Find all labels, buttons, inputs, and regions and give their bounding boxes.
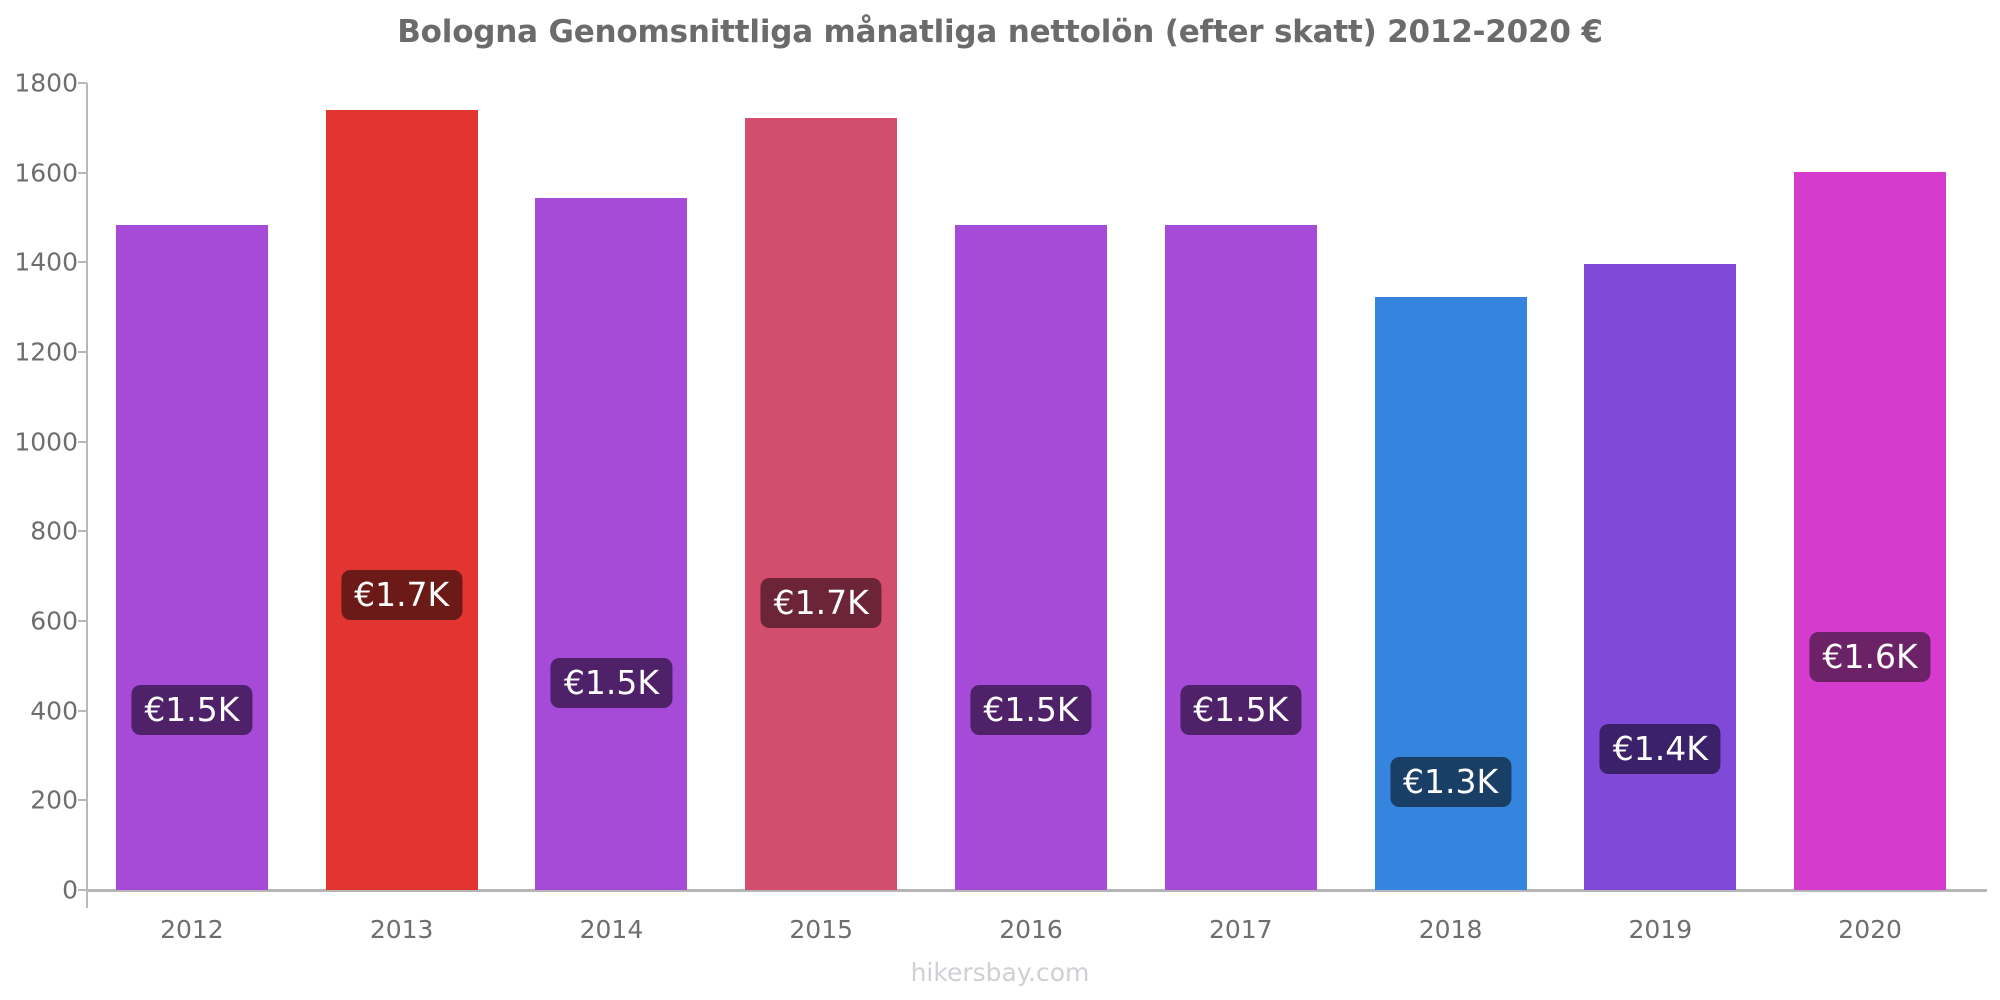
bar-value-label: €1.5K <box>970 685 1092 736</box>
watermark-label: hikersbay.com <box>910 958 1090 987</box>
y-axis-tick-mark <box>78 799 87 802</box>
bar-2017[interactable]: €1.5K <box>1164 225 1317 890</box>
y-axis-tick-mark <box>78 889 87 891</box>
x-axis-tick-label-2019: 2019 <box>1628 915 1693 944</box>
y-axis-tick-mark <box>78 620 87 622</box>
bar-2013[interactable]: €1.7K <box>325 109 478 890</box>
bar-2020[interactable]: €1.6K <box>1794 172 1947 890</box>
x-axis-tick-label-2013: 2013 <box>369 915 434 944</box>
x-axis-tick-label-2016: 2016 <box>999 915 1063 944</box>
y-axis-tick-label: 800 <box>30 516 78 546</box>
bar-value-label: €1.4K <box>1599 723 1721 774</box>
x-axis-tick-label-2018: 2018 <box>1418 915 1483 944</box>
bar-value-label: €1.7K <box>341 569 463 620</box>
x-axis-line <box>87 889 1987 892</box>
bar-2015[interactable]: €1.7K <box>745 117 898 890</box>
bar-value-label: €1.5K <box>550 658 672 709</box>
y-axis-tick-mark <box>78 82 87 84</box>
bar-2014[interactable]: €1.5K <box>535 198 688 890</box>
x-axis-tick-label-2017: 2017 <box>1208 915 1273 944</box>
y-axis-tick-label: 0 <box>62 875 78 905</box>
y-axis-tick-mark <box>78 440 87 443</box>
plot-area: €1.5K €1.7K €1.5K €1.7K €1.5K €1.5K €1.3K €1.4K… <box>87 83 1975 890</box>
bar-2018[interactable]: €1.3K <box>1374 297 1527 890</box>
y-axis-tick-mark <box>78 530 87 533</box>
x-axis-tick-label-2014: 2014 <box>579 915 644 944</box>
y-axis-tick-mark <box>78 709 87 712</box>
x-axis-tick-label-2015: 2015 <box>789 915 854 944</box>
y-axis-tick-label: 1000 <box>14 427 78 457</box>
y-axis-tick-label: 200 <box>30 785 78 815</box>
y-axis-tick-mark <box>78 351 87 353</box>
bar-value-label: €1.6K <box>1809 632 1931 683</box>
chart-title: Bologna Genomsnittliga månatliga nettolö… <box>397 14 1603 50</box>
y-axis-tick-mark <box>78 171 87 174</box>
y-axis-line <box>86 83 88 890</box>
bar-2019[interactable]: €1.4K <box>1584 263 1737 890</box>
bar-value-label: €1.5K <box>1180 685 1302 736</box>
y-axis-tick-labels: 0 200 400 600 800 1000 1200 1400 1600 1800 <box>0 0 78 1000</box>
y-axis-tick-label: 600 <box>30 606 78 636</box>
y-axis-tick-label: 400 <box>30 696 78 726</box>
bar-2012[interactable]: €1.5K <box>115 225 268 890</box>
bar-value-label: €1.5K <box>131 685 253 736</box>
bar-2016[interactable]: €1.5K <box>954 225 1108 890</box>
y-axis-tick-label: 1600 <box>14 158 78 188</box>
y-axis-tick-label: 1800 <box>14 68 78 98</box>
y-axis-tick-label: 1200 <box>14 337 78 367</box>
bar-value-label: €1.3K <box>1389 757 1512 808</box>
x-axis-tick-mark <box>86 890 88 908</box>
x-axis-tick-label-2012: 2012 <box>160 915 224 944</box>
x-axis-tick-label-2020: 2020 <box>1838 915 1902 944</box>
y-axis-tick-mark <box>78 261 87 264</box>
y-axis-tick-label: 1400 <box>14 247 78 277</box>
bar-value-label: €1.7K <box>760 577 882 628</box>
